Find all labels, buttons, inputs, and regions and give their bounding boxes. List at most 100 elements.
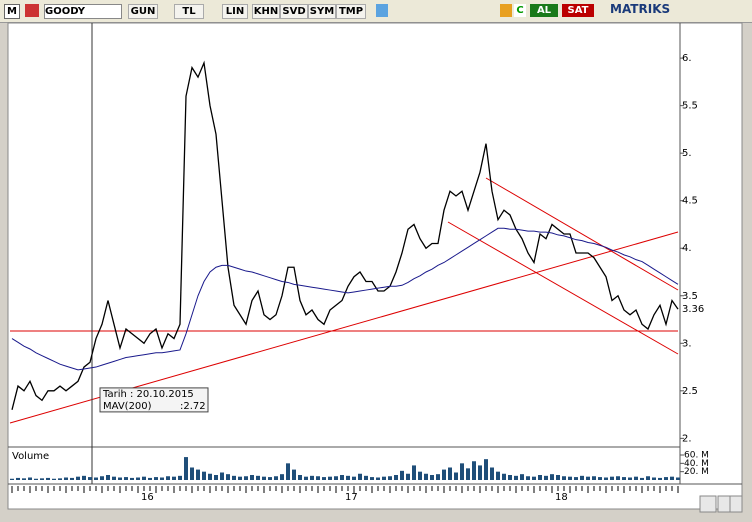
button[interactable] <box>729 495 743 513</box>
volume-bar <box>598 477 602 480</box>
volume-bar <box>340 475 344 480</box>
volume-bar <box>424 473 428 480</box>
series-line <box>11 227 679 371</box>
volume-bar <box>322 477 326 480</box>
volume-bar <box>634 476 638 480</box>
toolbar-button[interactable]: C <box>514 4 526 17</box>
button[interactable] <box>717 495 731 513</box>
volume-bar <box>172 476 176 480</box>
volume-bar <box>346 475 350 480</box>
volume-bar <box>430 475 434 480</box>
volume-bar <box>382 476 386 480</box>
series-line <box>11 60 679 410</box>
toolbar-button[interactable]: LIN <box>222 4 248 19</box>
volume-bar <box>478 465 482 480</box>
volume-bar <box>448 467 452 480</box>
volume-bar <box>238 476 242 480</box>
volume-bar <box>214 475 218 480</box>
plot-background <box>7 22 743 510</box>
volume-bar <box>532 476 536 480</box>
volume-bar <box>124 477 128 480</box>
volume-bar <box>574 477 578 480</box>
cursor-box <box>99 387 209 413</box>
symbol[interactable]: GOODY <box>44 4 122 19</box>
volume-bar <box>100 476 104 480</box>
toolbar-button[interactable]: AL <box>530 4 558 17</box>
volume-bar <box>472 461 476 480</box>
volume-bar <box>496 471 500 480</box>
volume-bar <box>514 475 518 480</box>
toolbar-button[interactable]: TL <box>174 4 204 19</box>
volume-bar <box>82 475 86 480</box>
volume-bar <box>232 475 236 480</box>
last-price-label: 3.36 <box>682 304 704 315</box>
cursor-series: MAV(200) <box>103 401 152 412</box>
volume-bar <box>250 475 254 480</box>
volume-bar <box>274 476 278 480</box>
volume-bar <box>406 473 410 480</box>
volume-bar <box>622 477 626 480</box>
logo[interactable]: M <box>4 4 20 19</box>
icon[interactable] <box>500 4 512 17</box>
volume-bar <box>262 476 266 480</box>
y-tick-label: 3.5 <box>682 291 698 302</box>
volume-bar <box>580 475 584 480</box>
volume-bar <box>10 478 14 480</box>
y-tick-label: 5.5 <box>682 101 698 112</box>
volume-bar <box>538 475 542 480</box>
volume-bar <box>388 476 392 480</box>
volume-bar <box>154 477 158 480</box>
volume-bar <box>502 473 506 480</box>
twitter[interactable] <box>376 4 388 17</box>
cursor-date: Tarih : 20.10.2015 <box>102 389 194 400</box>
volume-bar <box>394 475 398 480</box>
toolbar-button[interactable]: SYM <box>308 4 336 19</box>
volume-bar <box>670 476 674 480</box>
volume-bar <box>616 476 620 480</box>
toolbar-button[interactable]: SAT <box>562 4 594 17</box>
volume-bar <box>484 459 488 480</box>
volume-bar <box>208 473 212 480</box>
volume-bar <box>508 475 512 480</box>
volume-bar <box>442 469 446 480</box>
volume-bar <box>658 477 662 480</box>
button[interactable] <box>699 495 717 513</box>
volume-bar <box>190 467 194 480</box>
volume-bar <box>400 470 404 480</box>
toolbar-button[interactable]: GUN <box>128 4 158 19</box>
toolbar-button[interactable]: SVD <box>280 4 308 19</box>
volume-bar <box>178 475 182 480</box>
volume-bar <box>370 477 374 480</box>
volume-bar <box>316 476 320 480</box>
volume-bar <box>334 476 338 480</box>
volume-bar <box>52 478 56 480</box>
volume-bar <box>466 468 470 480</box>
toolbar: M GOODY MATRIKS GUN TL LIN KHN SVD SYM TMP C AL S… <box>0 0 752 23</box>
toolbar-button[interactable]: KHN <box>252 4 280 19</box>
cursor-value: :2.72 <box>180 401 206 412</box>
volume-bar <box>94 477 98 480</box>
volume-bar <box>298 475 302 480</box>
volume-bar <box>106 475 110 480</box>
volume-bar <box>280 474 284 480</box>
volume-bar <box>526 476 530 480</box>
y2-tick-label: 60. M <box>684 451 709 461</box>
volume-bar <box>226 474 230 480</box>
volume-bar <box>196 469 200 480</box>
toolbar-button[interactable]: TMP <box>336 4 366 19</box>
x-tick-label: 16 <box>141 492 154 503</box>
volume-bar <box>286 463 290 480</box>
volume-bar <box>646 476 650 480</box>
volume-bar <box>568 476 572 480</box>
volume-bar <box>268 477 272 480</box>
volume-bar <box>556 475 560 480</box>
volume-bar <box>310 475 314 480</box>
volume-bar <box>550 474 554 480</box>
volume-bar <box>364 475 368 480</box>
volume-bar <box>160 477 164 480</box>
y-tick-label: 2.5 <box>682 386 698 397</box>
volume-bar <box>664 477 668 480</box>
volume-bar <box>376 477 380 480</box>
volume-bar <box>64 477 68 480</box>
volume-bar <box>628 477 632 480</box>
